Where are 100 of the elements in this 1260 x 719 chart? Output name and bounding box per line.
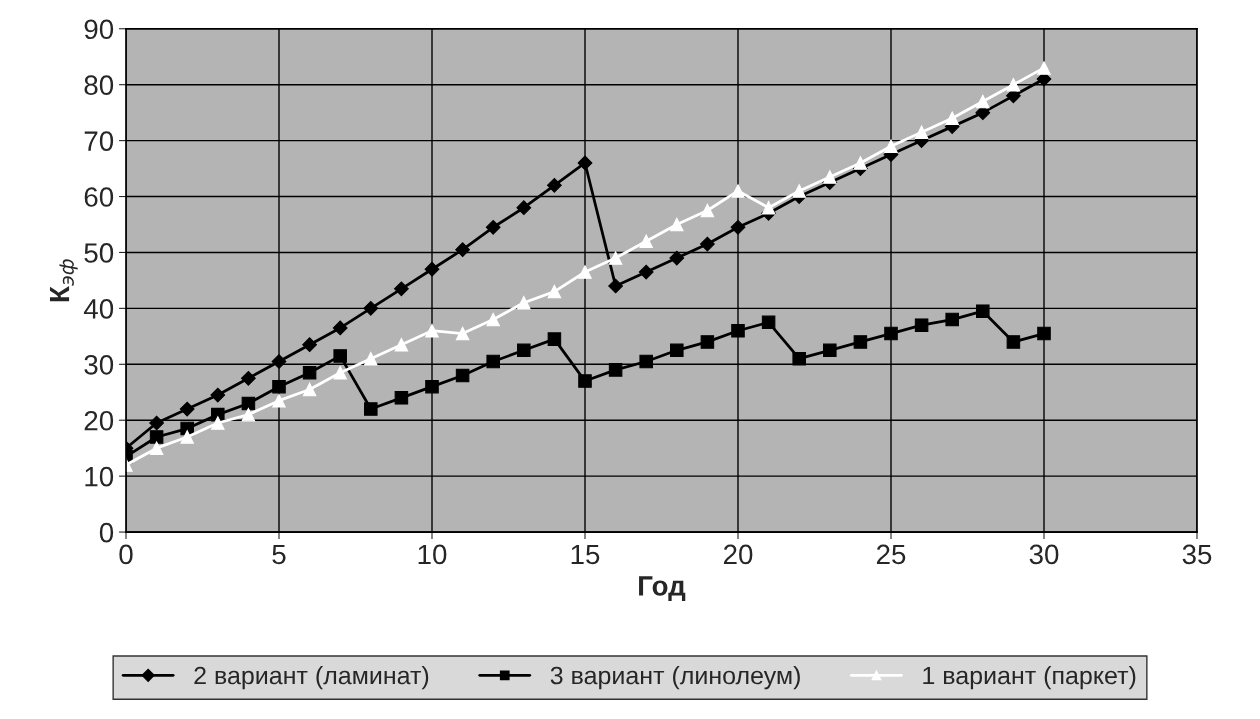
- point: [210, 387, 226, 403]
- y-tick-label: 50: [84, 243, 114, 263]
- point: [547, 177, 562, 193]
- point: [547, 284, 562, 299]
- point: [1037, 61, 1051, 75]
- point: [485, 219, 501, 235]
- x-tick-label: 35: [1182, 544, 1212, 565]
- point: [486, 354, 500, 369]
- y-axis-title: К$_{эф}$: [49, 259, 78, 302]
- point: [792, 351, 806, 366]
- point: [455, 326, 470, 341]
- point: [975, 105, 991, 121]
- point: [516, 200, 532, 216]
- point: [271, 354, 287, 369]
- point: [577, 155, 593, 171]
- legend-label: 3 вариант (линолеум): [550, 666, 800, 690]
- point: [1006, 335, 1021, 349]
- point: [547, 332, 562, 346]
- y-tick-label: 90: [84, 19, 114, 40]
- legend-label: 1 вариант (паркет): [923, 666, 1136, 690]
- point: [578, 265, 592, 279]
- point: [853, 156, 868, 170]
- point: [700, 236, 715, 252]
- point: [455, 368, 470, 383]
- x-tick-label: 25: [876, 544, 906, 565]
- point: [638, 264, 654, 280]
- point: [272, 393, 286, 408]
- point: [945, 312, 959, 327]
- point: [670, 343, 684, 358]
- point: [578, 374, 592, 388]
- point: [241, 396, 256, 411]
- point: [700, 203, 715, 218]
- point: [914, 318, 929, 332]
- y-tick-label: 30: [84, 354, 114, 375]
- point: [332, 320, 348, 336]
- y-tick-label: 60: [84, 187, 114, 207]
- point: [731, 184, 745, 198]
- point: [884, 326, 898, 341]
- x-tick-label: 15: [571, 544, 600, 565]
- point: [823, 343, 837, 358]
- point: [608, 363, 623, 377]
- point: [853, 335, 868, 349]
- point: [180, 430, 194, 444]
- x-tick-label: 30: [1029, 544, 1059, 565]
- point: [179, 401, 195, 417]
- point: [149, 441, 164, 455]
- point: [333, 349, 347, 363]
- y-tick-label: 70: [84, 131, 114, 151]
- point: [302, 337, 317, 353]
- point: [761, 200, 776, 215]
- point: [364, 351, 378, 366]
- point: [302, 382, 317, 397]
- point: [945, 111, 959, 126]
- point: [730, 219, 746, 235]
- point: [149, 415, 164, 431]
- legend-label: 2 вариант (ламинат): [194, 666, 429, 690]
- point: [394, 281, 409, 297]
- point: [333, 365, 347, 380]
- point: [424, 261, 440, 277]
- y-tick-label: 20: [84, 410, 114, 431]
- y-tick-label: 0: [99, 522, 114, 543]
- point: [517, 343, 531, 358]
- x-axis-title: Год: [639, 576, 686, 601]
- x-tick-label: 10: [418, 544, 447, 565]
- point: [823, 170, 837, 184]
- point: [211, 416, 225, 430]
- point: [302, 365, 317, 380]
- point: [761, 315, 776, 330]
- point: [670, 217, 684, 232]
- y-tick-label: 40: [83, 299, 114, 319]
- point: [1006, 77, 1021, 92]
- y-tick-label: 80: [84, 75, 114, 96]
- point: [363, 300, 379, 316]
- point: [425, 323, 439, 338]
- point: [792, 184, 806, 198]
- x-tick-label: 20: [723, 544, 753, 565]
- point: [914, 125, 929, 139]
- point: [486, 312, 500, 327]
- point: [608, 251, 623, 265]
- point: [884, 139, 898, 153]
- point: [639, 234, 653, 249]
- x-tick-label: 5: [272, 544, 286, 565]
- point: [669, 250, 685, 266]
- point: [272, 379, 286, 394]
- point: [394, 391, 409, 405]
- point: [364, 402, 378, 416]
- y-tick-label: 10: [85, 466, 114, 487]
- point: [639, 354, 653, 369]
- point: [517, 296, 531, 310]
- point: [241, 370, 256, 386]
- x-tick-label: 0: [119, 544, 133, 565]
- point: [976, 304, 990, 318]
- point: [149, 430, 164, 444]
- point: [700, 335, 715, 349]
- point: [1037, 326, 1051, 341]
- point: [731, 323, 745, 338]
- point: [608, 278, 623, 294]
- point: [394, 337, 409, 352]
- point: [976, 94, 990, 109]
- point: [425, 379, 439, 394]
